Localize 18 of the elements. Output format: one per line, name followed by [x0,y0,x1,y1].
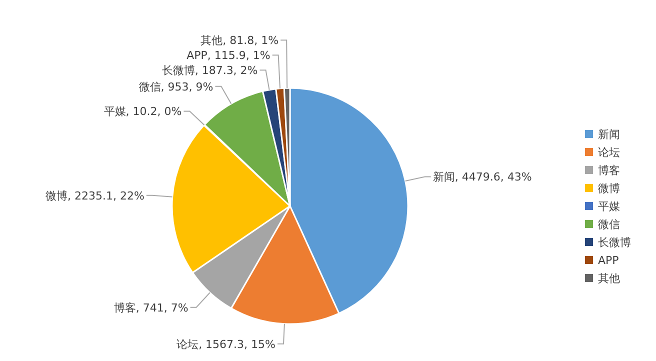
legend-label: 微信 [598,218,620,231]
legend-label: 长微博 [598,236,631,249]
legend-label: APP [598,254,620,267]
legend-label: 其他 [598,272,620,285]
data-label: 长微博, 187.3, 2% [162,64,258,78]
legend-label: 微博 [598,182,620,195]
data-label: 平媒, 10.2, 0% [104,105,182,118]
data-label: 其他, 81.8, 1% [200,34,279,48]
data-label: 微信, 953, 9% [138,80,214,94]
legend-label: 新闻 [598,128,620,141]
data-label: APP, 115.9, 1% [186,49,270,62]
data-label: 微博, 2235.1, 22% [45,189,144,202]
data-label: 博客, 741, 7% [114,301,188,314]
data-label: 新闻, 4479.6, 43% [432,170,532,184]
legend-label: 论坛 [598,146,620,159]
legend-label: 平媒 [598,200,620,213]
data-label: 论坛, 1567.3, 15% [176,338,276,351]
legend-label: 博客 [598,164,620,177]
